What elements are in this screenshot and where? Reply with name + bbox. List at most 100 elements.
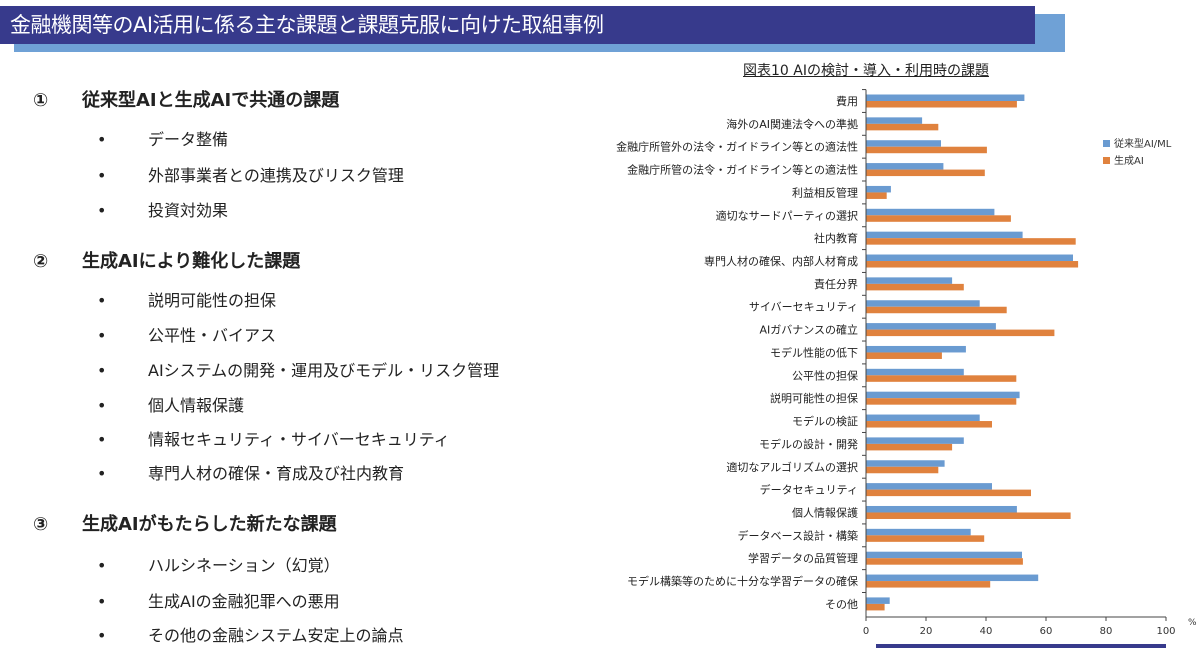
bar-generative-ai: [866, 215, 1011, 222]
bar-chart: 費用海外のAI関連法令への準拠金融庁所管外の法令・ガイドライン等との適法性金融庁…: [616, 89, 1197, 637]
list-item-text: AIシステムの開発・運用及びモデル・リスク管理: [148, 361, 500, 380]
bar-generative-ai: [866, 512, 1071, 519]
list-item-text: ハルシネーション（幻覚）: [148, 556, 340, 575]
category-label: 費用: [836, 94, 858, 108]
bullet-icon: •: [97, 430, 107, 449]
bar-traditional-ai: [866, 368, 964, 376]
category-label: 適切なサードパーティの選択: [716, 208, 858, 222]
x-axis-unit: %: [1188, 618, 1197, 628]
bar-traditional-ai: [866, 277, 953, 284]
bar-generative-ai: [866, 421, 992, 428]
bullet-icon: •: [97, 130, 107, 149]
category-label: モデルの検証: [792, 414, 858, 428]
legend-label: 従来型AI/ML: [1114, 137, 1172, 150]
bar-generative-ai: [866, 261, 1079, 268]
category-label: 利益相反管理: [792, 185, 858, 199]
bullet-icon: •: [97, 626, 107, 645]
x-tick-label: 0: [863, 626, 869, 637]
bar-generative-ai: [866, 192, 887, 199]
bar-traditional-ai: [866, 231, 1023, 239]
bullet-icon: •: [97, 166, 107, 185]
category-label: 専門人材の確保、内部人材育成: [704, 254, 858, 268]
bar-traditional-ai: [866, 391, 1020, 399]
bar-generative-ai: [866, 123, 939, 131]
category-label: 金融庁所管の法令・ガイドライン等との適法性: [627, 163, 858, 177]
legend-swatch: [1103, 157, 1110, 164]
bar-traditional-ai: [866, 208, 995, 216]
section-number: ②: [33, 251, 49, 272]
bar-generative-ai: [866, 443, 953, 451]
category-label: 個人情報保護: [792, 505, 858, 519]
list-item-text: 説明可能性の担保: [148, 291, 277, 310]
category-label: 公平性の担保: [792, 368, 858, 382]
bar-traditional-ai: [866, 551, 1022, 559]
bar-traditional-ai: [866, 323, 996, 330]
x-tick-label: 100: [1156, 626, 1175, 637]
bar-traditional-ai: [866, 94, 1025, 101]
bar-traditional-ai: [866, 597, 890, 604]
category-label: 金融庁所管外の法令・ガイドライン等との適法性: [616, 140, 858, 154]
category-label: データベース設計・構築: [738, 528, 858, 542]
bar-traditional-ai: [866, 163, 944, 170]
bar-traditional-ai: [866, 574, 1039, 582]
category-label: モデルの設計・開発: [759, 437, 858, 451]
list-item-text: その他の金融システム安定上の論点: [148, 626, 404, 645]
bar-generative-ai: [866, 101, 1017, 108]
category-label: AIガバナンスの確立: [759, 323, 858, 337]
x-tick-label: 80: [1100, 626, 1113, 637]
bullet-icon: •: [97, 556, 107, 575]
bar-generative-ai: [866, 283, 964, 291]
category-label: サイバーセキュリティ: [749, 301, 858, 314]
category-label: 海外のAI関連法令への準拠: [726, 117, 858, 131]
category-label: データセキュリティ: [760, 483, 858, 497]
bar-generative-ai: [866, 398, 1017, 405]
bar-generative-ai: [866, 489, 1031, 497]
list-item-text: 情報セキュリティ・サイバーセキュリティ: [148, 430, 450, 449]
category-label: モデル構築等のために十分な学習データの確保: [627, 574, 858, 588]
bullet-icon: •: [97, 326, 107, 345]
bar-traditional-ai: [866, 437, 964, 444]
bar-traditional-ai: [866, 117, 923, 124]
list-item-text: データ整備: [148, 130, 229, 149]
bar-generative-ai: [866, 466, 939, 474]
bullet-icon: •: [97, 361, 107, 380]
chart-title: 図表10 AIの検討・導入・利用時の課題: [743, 63, 989, 79]
list-item-text: 生成AIの金融犯罪への悪用: [148, 592, 340, 611]
footer-line: [876, 644, 1166, 648]
bar-traditional-ai: [866, 345, 966, 353]
bullet-icon: •: [97, 396, 107, 415]
bar-traditional-ai: [866, 254, 1073, 262]
list-item-text: 外部事業者との連携及びリスク管理: [148, 166, 404, 185]
category-label: 学習データの品質管理: [748, 551, 858, 565]
bullet-icon: •: [97, 201, 107, 220]
bar-generative-ai: [866, 306, 1007, 314]
bar-traditional-ai: [866, 414, 980, 422]
bar-traditional-ai: [866, 505, 1017, 513]
list-item-text: 公平性・バイアス: [148, 326, 277, 345]
x-tick-label: 40: [980, 626, 993, 637]
bullet-icon: •: [97, 464, 107, 483]
list-item-text: 個人情報保護: [148, 396, 245, 415]
bar-generative-ai: [866, 329, 1055, 337]
bar-generative-ai: [866, 603, 885, 611]
x-tick-label: 60: [1040, 626, 1053, 637]
bar-generative-ai: [866, 581, 991, 588]
section-title: 生成AIがもたらした新たな課題: [82, 514, 337, 535]
section-title: 生成AIにより難化した課題: [82, 251, 301, 272]
section-number: ①: [33, 90, 49, 111]
list-item-text: 投資対効果: [148, 201, 229, 220]
category-label: 適切なアルゴリズムの選択: [726, 460, 858, 474]
bar-generative-ai: [866, 558, 1023, 565]
legend-swatch: [1103, 140, 1110, 147]
bar-traditional-ai: [866, 460, 945, 467]
section-number: ③: [33, 514, 49, 535]
category-label: その他: [825, 598, 858, 611]
bar-traditional-ai: [866, 140, 941, 147]
x-tick-label: 20: [920, 626, 933, 637]
category-label: モデル性能の低下: [770, 345, 858, 359]
bar-traditional-ai: [866, 185, 891, 193]
legend-label: 生成AI: [1114, 154, 1144, 167]
page-title: 金融機関等のAI活用に係る主な課題と課題克服に向けた取組事例: [0, 6, 1035, 44]
bar-traditional-ai: [866, 300, 980, 307]
bar-generative-ai: [866, 169, 985, 177]
